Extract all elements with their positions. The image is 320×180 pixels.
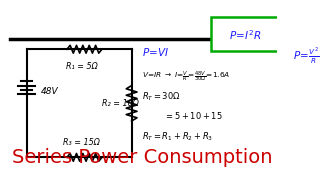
Text: $R_T = R_1 + R_2 + R_3$: $R_T = R_1 + R_2 + R_3$ [142, 131, 214, 143]
Text: $V\!=\!IR\;\rightarrow\;I\!=\!\frac{V}{R}\!=\!\frac{48V}{30\Omega}\!=\!1.6A$: $V\!=\!IR\;\rightarrow\;I\!=\!\frac{V}{R… [142, 70, 231, 84]
Text: $P\!=\!\frac{V^2}{R}$: $P\!=\!\frac{V^2}{R}$ [293, 46, 320, 66]
Text: $P\!=\!VI$: $P\!=\!VI$ [142, 46, 170, 58]
Text: 48V: 48V [41, 87, 59, 96]
Text: R₃ = 15Ω: R₃ = 15Ω [63, 138, 100, 147]
Text: $= 5 + 10 + 15$: $= 5 + 10 + 15$ [164, 110, 223, 121]
FancyBboxPatch shape [211, 17, 281, 51]
Text: R₂ = 10Ω: R₂ = 10Ω [102, 99, 139, 108]
Text: R₁ = 5Ω: R₁ = 5Ω [66, 62, 98, 71]
Text: $P\!=\!I^2R$: $P\!=\!I^2R$ [228, 29, 261, 42]
Text: $R_T = 30\Omega$: $R_T = 30\Omega$ [142, 90, 181, 102]
Text: Series Power Consumption: Series Power Consumption [12, 148, 273, 167]
